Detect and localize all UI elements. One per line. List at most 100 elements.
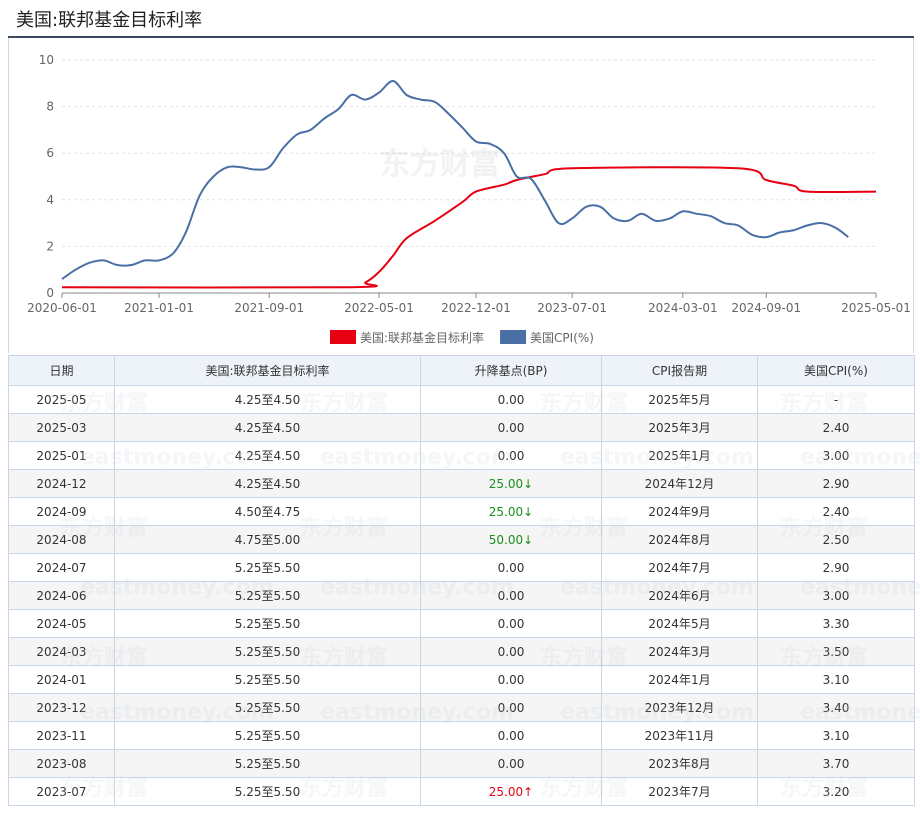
cell-cpi: 2.40 <box>757 497 915 526</box>
series-line-0 <box>61 166 877 289</box>
cell-date: 2023-07 <box>8 777 115 806</box>
table-row: 2023-08 5.25至5.50 0.00 2023年8月 3.70 <box>8 749 915 778</box>
cell-rate: 5.25至5.50 <box>114 637 421 666</box>
table-row: 2024-01 5.25至5.50 0.00 2024年1月 3.10 <box>8 665 915 694</box>
table-row: 2025-01 4.25至4.50 0.00 2025年1月 3.00 <box>8 441 915 470</box>
cell-cpi: 3.20 <box>757 777 915 806</box>
cell-bp: 25.00↓ <box>420 469 602 498</box>
cell-cpi: 2.90 <box>757 553 915 582</box>
cell-cpi: 3.00 <box>757 581 915 610</box>
cell-cpi: 3.50 <box>757 637 915 666</box>
y-tick-label-1: 2 <box>46 239 54 253</box>
table-row: 2025-05 4.25至4.50 0.00 2025年5月 - <box>8 385 915 414</box>
col-header-cpi[interactable]: 美国CPI(%) <box>757 355 915 386</box>
cell-cpi: 2.50 <box>757 525 915 554</box>
cell-date: 2023-12 <box>8 693 115 722</box>
cell-rate: 5.25至5.50 <box>114 665 421 694</box>
x-tick-label-2: 2021-09-01 <box>234 301 304 315</box>
legend-label-0: 美国:联邦基金目标利率 <box>360 330 484 345</box>
cell-date: 2024-06 <box>8 581 115 610</box>
cell-date: 2024-01 <box>8 665 115 694</box>
cell-cpi: 3.30 <box>757 609 915 638</box>
cell-period: 2024年5月 <box>601 609 758 638</box>
cell-cpi: 3.70 <box>757 749 915 778</box>
cell-date: 2024-03 <box>8 637 115 666</box>
cell-date: 2023-08 <box>8 749 115 778</box>
cell-cpi: 3.10 <box>757 665 915 694</box>
chart-legend: 美国:联邦基金目标利率 美国CPI(%) <box>330 330 594 345</box>
x-tick-label-6: 2024-03-01 <box>648 301 718 315</box>
cell-period: 2024年9月 <box>601 497 758 526</box>
legend-swatch-0 <box>330 330 356 344</box>
cell-bp: 0.00 <box>420 413 602 442</box>
table-row: 2024-05 5.25至5.50 0.00 2024年5月 3.30 <box>8 609 915 638</box>
cell-date: 2024-08 <box>8 525 115 554</box>
y-tick-label-0: 0 <box>46 286 54 300</box>
table-row: 2024-12 4.25至4.50 25.00↓ 2024年12月 2.90 <box>8 469 915 498</box>
cell-period: 2023年11月 <box>601 721 758 750</box>
cell-bp: 0.00 <box>420 385 602 414</box>
cell-rate: 4.75至5.00 <box>114 525 421 554</box>
cell-date: 2023-11 <box>8 721 115 750</box>
cell-rate: 5.25至5.50 <box>114 609 421 638</box>
cell-period: 2024年6月 <box>601 581 758 610</box>
cell-cpi: 3.40 <box>757 693 915 722</box>
cell-bp: 0.00 <box>420 581 602 610</box>
cell-date: 2024-12 <box>8 469 115 498</box>
cell-cpi: 3.00 <box>757 441 915 470</box>
chart-axes: 0 2 4 6 8 10 2020-06-01 2021-01-01 2021-09-01 202… <box>27 53 911 315</box>
table-row: 2023-12 5.25至5.50 0.00 2023年12月 3.40 <box>8 693 915 722</box>
page-title: 美国:联邦基金目标利率 <box>16 10 203 31</box>
cell-cpi: 2.40 <box>757 413 915 442</box>
series-line-1 <box>61 80 849 280</box>
cell-rate: 5.25至5.50 <box>114 777 421 806</box>
cell-rate: 5.25至5.50 <box>114 553 421 582</box>
chart-frame <box>8 38 914 353</box>
legend-label-1: 美国CPI(%) <box>530 331 594 345</box>
cell-bp: 0.00 <box>420 441 602 470</box>
title-divider <box>8 36 914 38</box>
cell-period: 2023年7月 <box>601 777 758 806</box>
cell-period: 2023年8月 <box>601 749 758 778</box>
cell-date: 2024-07 <box>8 553 115 582</box>
y-tick-label-3: 6 <box>46 146 54 160</box>
cell-period: 2025年5月 <box>601 385 758 414</box>
x-tick-label-5: 2023-07-01 <box>537 301 607 315</box>
cell-date: 2025-01 <box>8 441 115 470</box>
cell-rate: 5.25至5.50 <box>114 749 421 778</box>
table-row: 2023-11 5.25至5.50 0.00 2023年11月 3.10 <box>8 721 915 750</box>
cell-date: 2025-05 <box>8 385 115 414</box>
x-tick-label-0: 2020-06-01 <box>27 301 97 315</box>
cell-date: 2024-05 <box>8 609 115 638</box>
cell-cpi: 2.90 <box>757 469 915 498</box>
cell-bp: 50.00↓ <box>420 525 602 554</box>
table-header-row: 日期 美国:联邦基金目标利率 升降基点(BP) CPI报告期 美国CPI(%) <box>8 355 915 386</box>
cell-period: 2024年8月 <box>601 525 758 554</box>
col-header-rate[interactable]: 美国:联邦基金目标利率 <box>114 355 421 386</box>
table-row: 2023-07 5.25至5.50 25.00↑ 2023年7月 3.20 <box>8 777 915 806</box>
x-tick-label-4: 2022-12-01 <box>441 301 511 315</box>
cell-date: 2025-03 <box>8 413 115 442</box>
col-header-date[interactable]: 日期 <box>8 355 115 386</box>
cell-bp: 25.00↑ <box>420 777 602 806</box>
chart-series <box>61 80 877 289</box>
x-tick-label-7: 2024-09-01 <box>731 301 801 315</box>
cell-period: 2024年7月 <box>601 553 758 582</box>
cell-period: 2024年1月 <box>601 665 758 694</box>
cell-bp: 25.00↓ <box>420 497 602 526</box>
cell-bp: 0.00 <box>420 609 602 638</box>
cell-bp: 0.00 <box>420 553 602 582</box>
col-header-period[interactable]: CPI报告期 <box>601 355 758 386</box>
cell-period: 2024年3月 <box>601 637 758 666</box>
cell-period: 2024年12月 <box>601 469 758 498</box>
cell-period: 2025年3月 <box>601 413 758 442</box>
y-tick-label-4: 8 <box>46 100 54 114</box>
y-tick-label-5: 10 <box>39 53 54 67</box>
chart-watermark: 东方财富 <box>380 147 500 182</box>
col-header-bp[interactable]: 升降基点(BP) <box>420 355 602 386</box>
cell-bp: 0.00 <box>420 721 602 750</box>
cell-rate: 5.25至5.50 <box>114 581 421 610</box>
cell-bp: 0.00 <box>420 637 602 666</box>
x-tick-label-8: 2025-05-01 <box>841 301 911 315</box>
y-tick-label-2: 4 <box>46 193 54 207</box>
